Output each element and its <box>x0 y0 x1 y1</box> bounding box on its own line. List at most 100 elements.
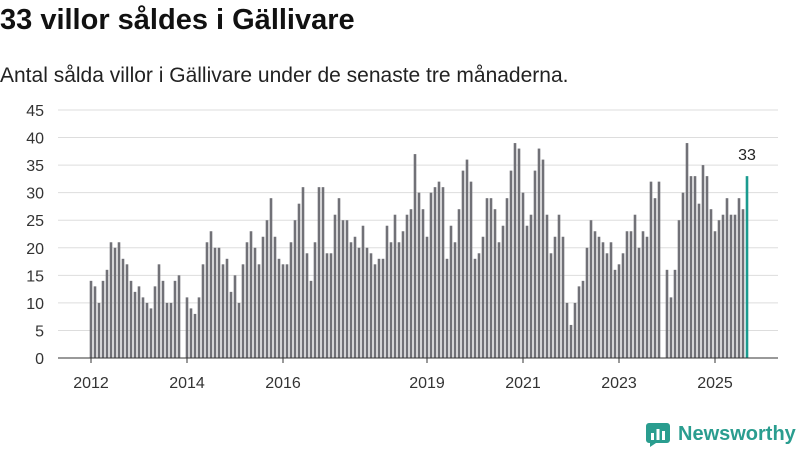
y-tick-label: 20 <box>26 241 44 258</box>
bar <box>421 209 425 358</box>
bar <box>173 280 177 358</box>
bar <box>189 308 193 358</box>
bar <box>285 264 289 358</box>
bar <box>325 253 329 358</box>
bar <box>493 209 497 358</box>
bar <box>513 143 517 358</box>
bar <box>553 236 557 358</box>
bar <box>201 264 205 358</box>
bar <box>365 247 369 358</box>
y-tick-label: 10 <box>26 296 44 313</box>
bar <box>297 203 301 358</box>
bar <box>601 242 605 358</box>
bar <box>441 187 445 358</box>
bar <box>737 198 741 358</box>
bar <box>489 198 493 358</box>
bar <box>209 231 213 358</box>
bar <box>477 253 481 358</box>
bar <box>113 247 117 358</box>
bar <box>517 148 521 358</box>
bar <box>505 198 509 358</box>
bar <box>225 258 229 358</box>
y-tick-label: 15 <box>26 268 44 285</box>
bar <box>573 302 577 358</box>
x-tick-label: 2023 <box>601 375 637 392</box>
bar <box>101 280 105 358</box>
bar <box>261 236 265 358</box>
bar <box>649 181 653 358</box>
bar <box>473 258 477 358</box>
bar <box>533 170 537 358</box>
bar <box>461 170 465 358</box>
bar <box>353 236 357 358</box>
bar <box>469 181 473 358</box>
page-title: 33 villor såldes i Gällivare <box>0 4 355 36</box>
bar <box>577 286 581 358</box>
bar <box>525 225 529 358</box>
bar <box>245 242 249 358</box>
bar <box>557 214 561 358</box>
bar <box>537 148 541 358</box>
bar <box>401 231 405 358</box>
bar <box>389 242 393 358</box>
bar <box>137 286 141 358</box>
bar <box>385 225 389 358</box>
x-tick-label: 2021 <box>505 375 541 392</box>
x-tick-label: 2016 <box>265 375 301 392</box>
bar <box>373 264 377 358</box>
bar <box>269 198 273 358</box>
bar <box>405 214 409 358</box>
bar <box>457 209 461 358</box>
bar <box>265 220 269 358</box>
bar <box>89 280 93 358</box>
bar <box>669 297 673 358</box>
bar <box>161 280 165 358</box>
bar <box>133 291 137 358</box>
bar <box>229 291 233 358</box>
bar <box>341 220 345 358</box>
bar <box>205 242 209 358</box>
bar <box>93 286 97 358</box>
bar <box>337 198 341 358</box>
bar <box>617 264 621 358</box>
bar <box>633 214 637 358</box>
highlight-value-label: 33 <box>738 147 756 164</box>
y-tick-label: 0 <box>35 351 44 368</box>
bar <box>305 253 309 358</box>
bar <box>425 236 429 358</box>
bar <box>121 258 125 358</box>
bar <box>157 264 161 358</box>
newsworthy-logo-icon <box>646 423 670 447</box>
bar <box>545 214 549 358</box>
bar <box>673 269 677 358</box>
bar <box>521 192 525 358</box>
x-tick-label: 2019 <box>409 375 445 392</box>
bar <box>117 242 121 358</box>
bar <box>309 280 313 358</box>
bar <box>701 165 705 358</box>
bar <box>369 253 373 358</box>
bar <box>585 247 589 358</box>
brand: Newsworthy <box>645 420 796 448</box>
bar <box>381 258 385 358</box>
bar <box>645 236 649 358</box>
bar <box>273 236 277 358</box>
bar <box>681 192 685 358</box>
bar <box>145 302 149 358</box>
x-tick-label: 2012 <box>73 375 109 392</box>
bar <box>721 214 725 358</box>
bar <box>697 203 701 358</box>
bar <box>237 302 241 358</box>
bar <box>393 214 397 358</box>
bar <box>241 264 245 358</box>
bar <box>429 192 433 358</box>
bar <box>725 198 729 358</box>
bar <box>625 231 629 358</box>
bar <box>709 209 713 358</box>
bar-highlight <box>745 176 749 358</box>
y-tick-label: 35 <box>26 158 44 175</box>
bar <box>705 176 709 358</box>
bar <box>437 181 441 358</box>
bar <box>197 297 201 358</box>
bar <box>129 280 133 358</box>
